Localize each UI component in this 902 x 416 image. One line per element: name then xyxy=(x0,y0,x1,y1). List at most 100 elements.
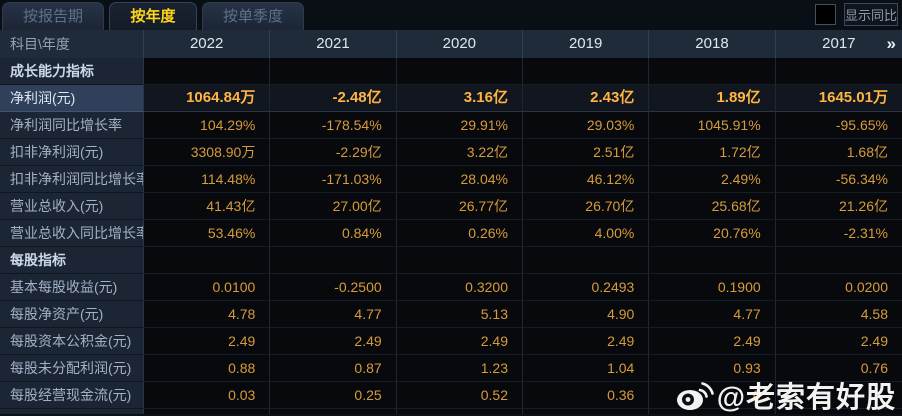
table-cell xyxy=(144,409,271,414)
table-cell: -2.48亿 xyxy=(270,85,397,112)
table-row-deducted-net-profit[interactable]: 扣非净利润(元) 3308.90万 -2.29亿 3.22亿 2.51亿 1.7… xyxy=(0,139,902,166)
table-cell: 3.16亿 xyxy=(396,85,523,112)
table-cell: 29.03% xyxy=(523,112,650,139)
table-cell: 2.49 xyxy=(270,328,397,355)
table-cell: 0.0100 xyxy=(144,274,271,301)
table-cell: 1045.91% xyxy=(649,112,776,139)
table-cell: 0.52 xyxy=(396,382,523,409)
section-label: 成长能力指标 xyxy=(0,58,144,85)
table-cell: 1.04 xyxy=(523,355,650,382)
corner-label: 科目\年度 xyxy=(0,30,144,58)
table-cell: 27.00亿 xyxy=(270,193,397,220)
table-cell: 0.03 xyxy=(144,382,271,409)
table-cell: 2.51亿 xyxy=(523,139,650,166)
table-cell: 29.91% xyxy=(396,112,523,139)
table-row-clipped xyxy=(0,409,902,414)
table-row-retained-profit-ps[interactable]: 每股未分配利润(元) 0.88 0.87 1.23 1.04 0.93 0.76 xyxy=(0,355,902,382)
row-label: 每股资本公积金(元) xyxy=(0,328,144,355)
table-cell: 4.58 xyxy=(775,301,902,328)
financial-table: 科目\年度 2022 2021 2020 2019 2018 2017 » 成长… xyxy=(0,30,902,414)
show-yoy-checkbox[interactable] xyxy=(815,4,836,25)
table-row-bps[interactable]: 每股净资产(元) 4.78 4.77 5.13 4.90 4.77 4.58 xyxy=(0,301,902,328)
table-cell: 1064.84万 xyxy=(144,85,271,112)
table-cell: 1.72亿 xyxy=(649,139,776,166)
tab-by-year[interactable]: 按年度 xyxy=(109,2,197,30)
tab-by-quarter[interactable]: 按单季度 xyxy=(202,2,304,30)
table-row-total-revenue-yoy[interactable]: 营业总收入同比增长率 53.46% 0.84% 0.26% 4.00% 20.7… xyxy=(0,220,902,247)
row-label: 营业总收入(元) xyxy=(0,193,144,220)
row-label: 每股未分配利润(元) xyxy=(0,355,144,382)
row-label xyxy=(0,409,144,414)
table-cell: 2.49 xyxy=(649,328,776,355)
table-cell xyxy=(775,247,902,274)
year-header-2021: 2021 xyxy=(270,30,397,58)
table-cell: 2.49 xyxy=(144,328,271,355)
table-cell xyxy=(523,247,650,274)
table-cell: 0.0200 xyxy=(775,274,902,301)
row-label: 每股净资产(元) xyxy=(0,301,144,328)
year-header-2018: 2018 xyxy=(649,30,776,58)
table-cell xyxy=(775,409,902,414)
table-cell xyxy=(649,247,776,274)
table-cell xyxy=(523,409,650,414)
table-cell: 0 xyxy=(649,382,776,409)
table-cell: -95.65% xyxy=(775,112,902,139)
tab-by-report-period[interactable]: 按报告期 xyxy=(2,2,104,30)
section-row-per-share: 每股指标 xyxy=(0,247,902,274)
table-cell xyxy=(396,247,523,274)
year-header-2020: 2020 xyxy=(397,30,523,58)
year-header-label: 2017 xyxy=(822,35,856,52)
table-cell: 0.36 xyxy=(523,382,650,409)
year-header-2019: 2019 xyxy=(523,30,650,58)
table-cell: 26.77亿 xyxy=(396,193,523,220)
table-cell: -178.54% xyxy=(270,112,397,139)
table-cell: 28.04% xyxy=(396,166,523,193)
table-cell: 3308.90万 xyxy=(144,139,271,166)
table-cell: 26.70亿 xyxy=(523,193,650,220)
section-label: 每股指标 xyxy=(0,247,144,274)
table-cell: 0.88 xyxy=(144,355,271,382)
table-cell: -2.29亿 xyxy=(270,139,397,166)
table-cell xyxy=(270,58,397,85)
table-cell: 0.93 xyxy=(649,355,776,382)
table-header-row: 科目\年度 2022 2021 2020 2019 2018 2017 » xyxy=(0,30,902,58)
table-cell xyxy=(144,247,271,274)
show-yoy-label[interactable]: 显示同比 xyxy=(844,3,898,26)
table-cell: 0.26% xyxy=(396,220,523,247)
table-cell: 0.3200 xyxy=(396,274,523,301)
table-cell: 4.90 xyxy=(523,301,650,328)
table-cell: 53.46% xyxy=(144,220,271,247)
table-cell xyxy=(396,409,523,414)
row-label: 净利润(元) xyxy=(0,85,144,112)
table-row-deducted-net-profit-yoy[interactable]: 扣非净利润同比增长率 114.48% -171.03% 28.04% 46.12… xyxy=(0,166,902,193)
table-row-basic-eps[interactable]: 基本每股收益(元) 0.0100 -0.2500 0.3200 0.2493 0… xyxy=(0,274,902,301)
year-header-2017: 2017 » xyxy=(776,30,902,58)
period-tabbar: 按报告期 按年度 按单季度 显示同比 xyxy=(0,0,902,30)
table-row-net-profit-yoy[interactable]: 净利润同比增长率 104.29% -178.54% 29.91% 29.03% … xyxy=(0,112,902,139)
table-cell: 0.1900 xyxy=(649,274,776,301)
table-cell xyxy=(396,58,523,85)
table-cell: 4.78 xyxy=(144,301,271,328)
table-cell: -171.03% xyxy=(270,166,397,193)
table-cell: 2.49 xyxy=(396,328,523,355)
section-row-growth: 成长能力指标 xyxy=(0,58,902,85)
table-row-operating-cashflow-ps[interactable]: 每股经营现金流(元) 0.03 0.25 0.52 0.36 0 xyxy=(0,382,902,409)
table-cell: 4.00% xyxy=(523,220,650,247)
table-cell: 2.43亿 xyxy=(523,85,650,112)
more-years-chevron-icon[interactable]: » xyxy=(886,34,896,53)
row-label: 基本每股收益(元) xyxy=(0,274,144,301)
row-label: 营业总收入同比增长率 xyxy=(0,220,144,247)
table-cell: -0.2500 xyxy=(270,274,397,301)
table-cell: 41.43亿 xyxy=(144,193,271,220)
table-cell: 0.76 xyxy=(775,355,902,382)
table-cell: 0.2493 xyxy=(523,274,650,301)
table-cell xyxy=(270,409,397,414)
table-row-total-revenue[interactable]: 营业总收入(元) 41.43亿 27.00亿 26.77亿 26.70亿 25.… xyxy=(0,193,902,220)
table-row-net-profit[interactable]: 净利润(元) 1064.84万 -2.48亿 3.16亿 2.43亿 1.89亿… xyxy=(0,85,902,112)
table-row-capital-reserve-ps[interactable]: 每股资本公积金(元) 2.49 2.49 2.49 2.49 2.49 2.49 xyxy=(0,328,902,355)
year-header-2022: 2022 xyxy=(144,30,271,58)
table-cell: 0.84% xyxy=(270,220,397,247)
table-cell: 46.12% xyxy=(523,166,650,193)
table-cell: 1645.01万 xyxy=(775,85,902,112)
